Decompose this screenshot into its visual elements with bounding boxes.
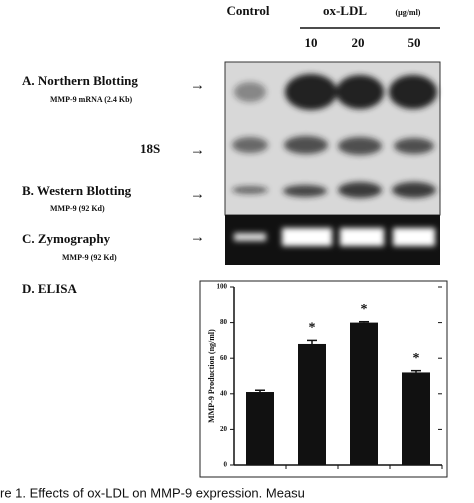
panel-title: 18S <box>140 141 160 156</box>
dose-label: 50 <box>408 35 421 50</box>
panel-title: C. Zymography <box>22 231 111 246</box>
panel-title: A. Northern Blotting <box>22 73 138 88</box>
y-tick-label: 100 <box>217 283 228 291</box>
svg-text:→: → <box>190 186 205 202</box>
blots <box>224 61 441 265</box>
y-tick-label: 20 <box>220 425 228 433</box>
dose-label: 20 <box>352 35 365 50</box>
y-axis-label: MMP-9 Production (ng/ml) <box>207 329 216 423</box>
bar <box>246 392 274 465</box>
panel-title: B. Western Blotting <box>22 183 132 198</box>
panel-subtitle: MMP-9 (92 Kd) <box>62 253 117 262</box>
bar <box>402 372 430 465</box>
unit-label: (μg/ml) <box>396 8 421 17</box>
svg-text:→: → <box>190 142 205 158</box>
bar <box>298 343 326 465</box>
y-tick-label: 80 <box>220 318 228 326</box>
panel-title: D. ELISA <box>22 281 78 296</box>
y-tick-label: 0 <box>224 461 228 469</box>
y-tick-label: 40 <box>220 389 228 397</box>
svg-text:→: → <box>190 229 205 245</box>
significance-marker: * <box>413 351 420 366</box>
treatment-label: ox-LDL <box>323 3 367 18</box>
arrows: → → → → <box>190 77 205 245</box>
y-tick-label: 60 <box>220 354 228 362</box>
chart-frame <box>199 280 448 478</box>
bar <box>350 322 378 465</box>
panel-subtitle: MMP-9 (92 Kd) <box>50 204 105 213</box>
caption: re 1. Effects of ox-LDL on MMP-9 express… <box>0 485 305 500</box>
panel-subtitle: MMP-9 mRNA (2.4 Kb) <box>50 95 133 104</box>
significance-marker: * <box>309 321 316 336</box>
plot: 0 20 40 60 80 100 * * * <box>217 283 443 469</box>
control-label: Control <box>226 3 269 18</box>
significance-marker: * <box>361 302 368 317</box>
svg-text:→: → <box>190 77 205 93</box>
dose-label: 10 <box>305 35 318 50</box>
